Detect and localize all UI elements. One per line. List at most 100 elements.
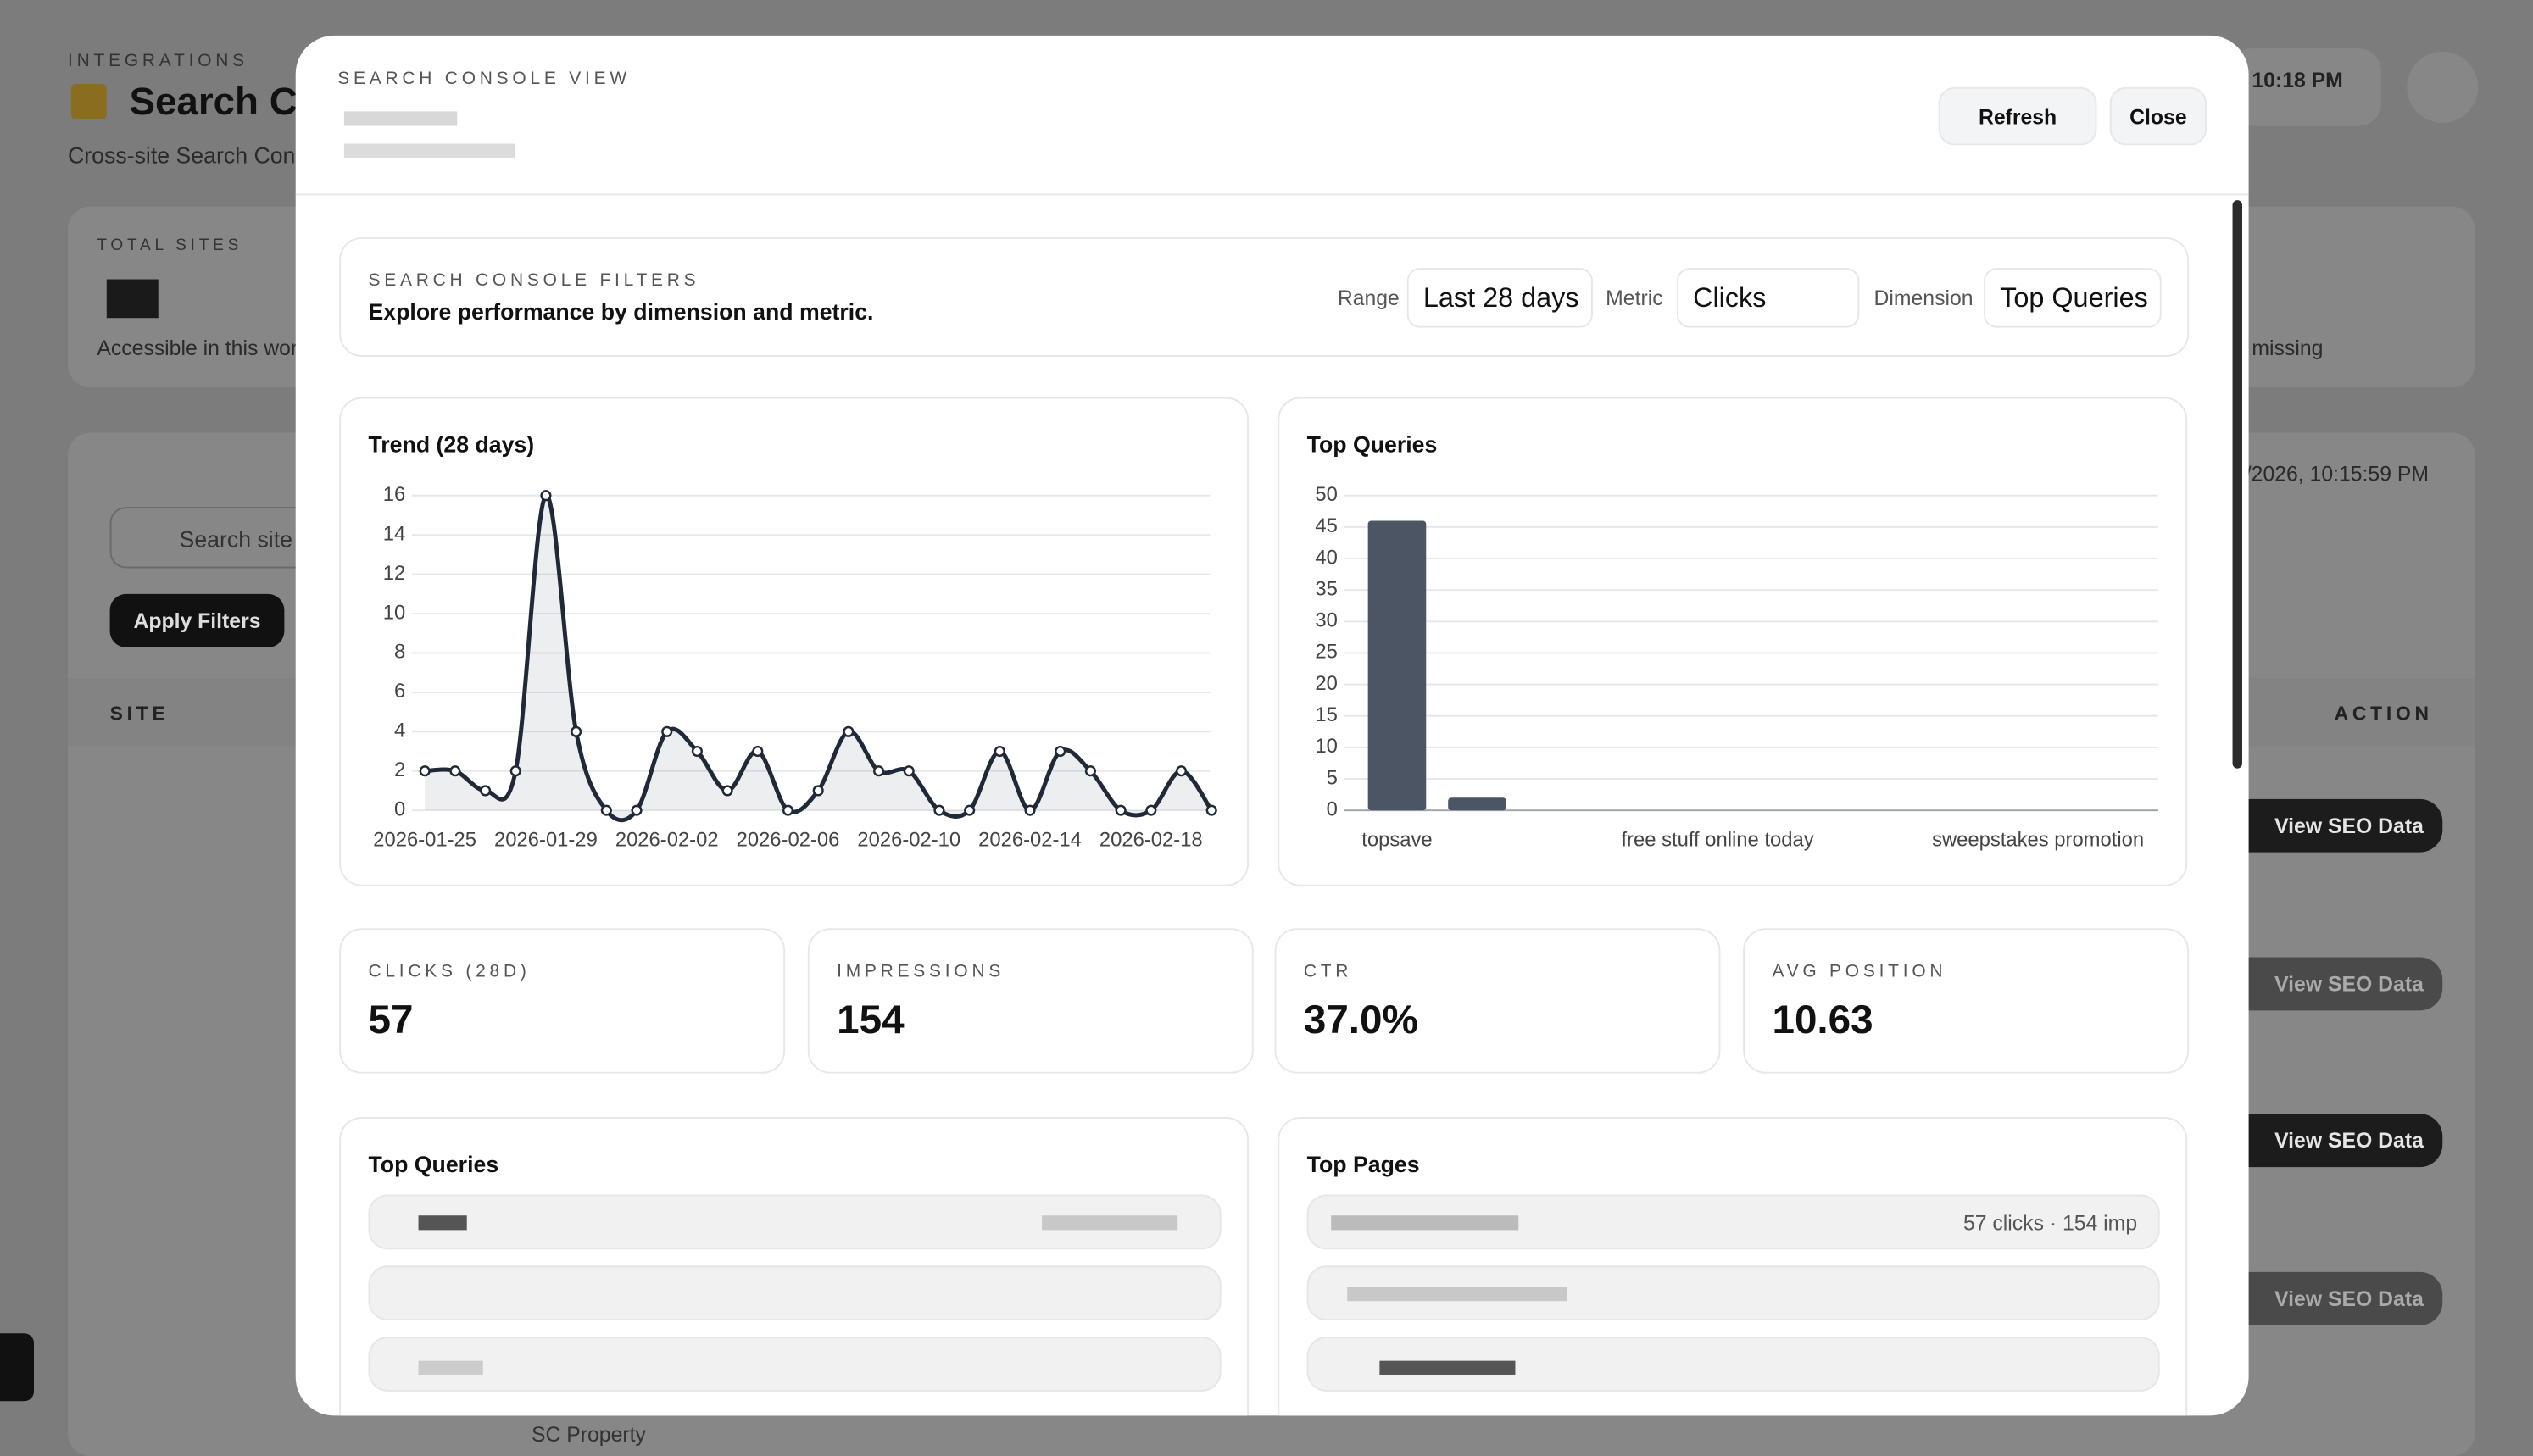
- point: [1084, 765, 1097, 777]
- x-tick-label: free stuff online today: [1621, 829, 1813, 852]
- modal: SEARCH CONSOLE VIEW Refresh Close SEARCH…: [295, 35, 2249, 1416]
- point: [661, 725, 673, 737]
- section-title: Top Queries: [368, 1151, 499, 1177]
- bg-property: SC Property: [531, 1422, 646, 1447]
- point: [1205, 804, 1217, 816]
- bg-col-site: SITE: [109, 702, 170, 725]
- x-tick-label: 2026-02-18: [1099, 829, 1203, 852]
- stat-card: AVG POSITION 10.63: [1743, 928, 2190, 1074]
- point: [600, 804, 612, 816]
- stat-label: IMPRESSIONS: [837, 962, 1005, 982]
- point: [933, 804, 945, 816]
- bg-apply: Apply Filters: [109, 593, 285, 647]
- point: [1115, 804, 1127, 816]
- bg-logo: [70, 84, 107, 119]
- trend-card: Trend (28 days): [339, 397, 1250, 886]
- bg-sidebar-toggle: [0, 1333, 35, 1402]
- dimension-select[interactable]: Top Queries: [1984, 268, 2162, 328]
- top-pages-card: Top Pages 57 clicks · 154 imp: [1278, 1117, 2188, 1416]
- top-queries-chart-card: Top Queries: [1278, 397, 2188, 886]
- bg-eyebrow: INTEGRATIONS: [68, 51, 248, 71]
- redacted: [343, 143, 515, 158]
- point: [1055, 745, 1066, 758]
- y-tick-label: 30: [1315, 609, 1337, 632]
- x-tick-label: sweepstakes promotion: [1932, 829, 2144, 852]
- bg-view: View SEO Data: [2216, 957, 2443, 1011]
- bg-updated: /2026, 10:15:59 PM: [2245, 461, 2430, 486]
- point: [571, 725, 582, 737]
- stat-value: 37.0%: [1303, 998, 1418, 1043]
- point: [1024, 804, 1036, 816]
- stat-card: CLICKS (28D) 57: [339, 928, 786, 1074]
- list-row: [1306, 1337, 2160, 1392]
- chart-title: Top Queries: [1306, 431, 1438, 458]
- x-tick-label: 2026-02-10: [857, 829, 960, 852]
- close-button[interactable]: Close: [2109, 86, 2207, 146]
- x-tick-label: topsave: [1361, 829, 1432, 852]
- y-tick-label: 5: [1327, 766, 1338, 789]
- point: [752, 745, 764, 758]
- list-row: [368, 1194, 1222, 1250]
- bg-view: View SEO Data: [2216, 1114, 2443, 1168]
- y-tick-label: 4: [394, 720, 405, 742]
- bg-total-note: Accessible in this wor: [97, 336, 298, 360]
- bg-clock: [2229, 48, 2381, 126]
- point: [903, 765, 915, 777]
- point: [540, 490, 552, 502]
- dimension-label: Dimension: [1873, 286, 1974, 310]
- point: [782, 804, 794, 816]
- charts: 0 2 4 6 8 10 12 14 16 2026-01-25 2026-01-29 2026-02…: [373, 483, 2158, 852]
- y-tick-label: 10: [1315, 735, 1337, 758]
- redacted: [343, 111, 458, 126]
- y-tick-label: 15: [1315, 703, 1337, 726]
- y-tick-label: 40: [1315, 546, 1337, 569]
- stat-label: CLICKS (28D): [368, 962, 531, 982]
- range-select[interactable]: Last 28 days: [1406, 268, 1593, 328]
- list-row: 57 clicks · 154 imp: [1306, 1194, 2160, 1250]
- list-row: [368, 1337, 1222, 1392]
- y-tick-label: 0: [1327, 797, 1338, 820]
- y-tick-label: 10: [383, 601, 405, 624]
- stat-value: 154: [837, 998, 905, 1043]
- y-tick-label: 2: [394, 759, 405, 781]
- bg-bell: [2407, 51, 2479, 123]
- modal-eyebrow: SEARCH CONSOLE VIEW: [337, 69, 631, 89]
- y-tick-label: 45: [1315, 514, 1337, 537]
- point: [964, 804, 976, 816]
- bg-search-text: Search site: [179, 525, 293, 553]
- stat-label: AVG POSITION: [1772, 962, 1947, 982]
- point: [994, 745, 1005, 758]
- stat-value: 10.63: [1772, 998, 1873, 1043]
- bg-missing: missing: [2252, 336, 2324, 360]
- scrollbar: [2232, 200, 2242, 769]
- refresh-button[interactable]: Refresh: [1938, 86, 2097, 146]
- point: [812, 785, 824, 797]
- x-tick-label: 2026-01-25: [373, 829, 476, 852]
- filters-title: Explore performance by dimension and met…: [368, 298, 874, 325]
- stat-card: CTR 37.0%: [1274, 928, 1721, 1074]
- bg-view: View SEO Data: [2216, 798, 2443, 853]
- point: [872, 765, 885, 777]
- y-tick-label: 8: [394, 641, 405, 664]
- bg-subtitle: Cross-site Search Con: [68, 142, 296, 169]
- section-title: Top Pages: [1306, 1151, 1420, 1177]
- x-tick-label: 2026-02-06: [737, 829, 840, 852]
- point: [631, 804, 643, 816]
- stat-label: CTR: [1303, 962, 1353, 982]
- y-tick-label: 50: [1315, 483, 1337, 506]
- x-tick-label: 2026-02-14: [978, 829, 1082, 852]
- y-tick-label: 16: [383, 483, 405, 506]
- bg-redacted: [106, 279, 159, 319]
- filters-eyebrow: SEARCH CONSOLE FILTERS: [368, 270, 700, 291]
- x-tick-label: 2026-01-29: [494, 829, 598, 852]
- point: [843, 725, 855, 737]
- bar: [1448, 797, 1506, 811]
- filters-card: SEARCH CONSOLE FILTERS Explore performan…: [339, 236, 2190, 357]
- point: [419, 765, 431, 777]
- point: [1145, 804, 1157, 816]
- list-row: [1306, 1265, 2160, 1321]
- metric-select[interactable]: Clicks: [1677, 268, 1860, 328]
- bg-total: TOTAL SITES: [97, 236, 243, 255]
- point: [509, 765, 521, 777]
